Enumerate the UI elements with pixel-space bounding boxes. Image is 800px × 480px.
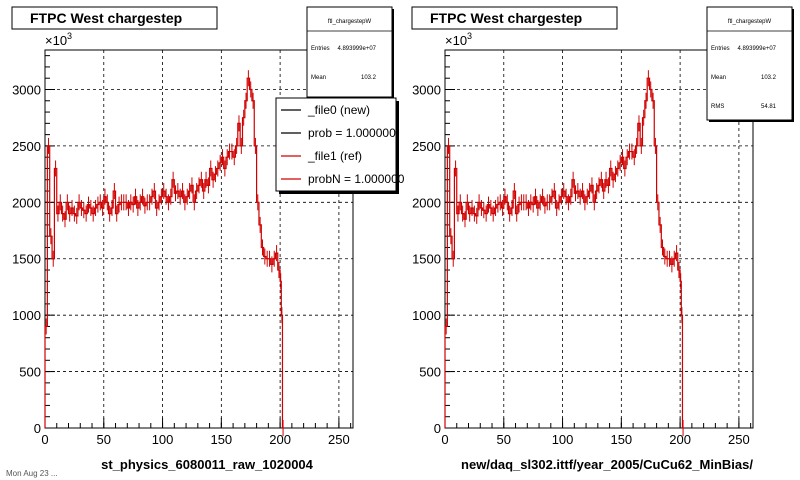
x-tick-label: 0 (41, 432, 48, 447)
stats-box (706, 6, 793, 121)
stats-value: 4.893999e+07 (337, 46, 376, 52)
x-axis-label: new/daq_sl302.ittf/year_2005/CuCu62_MinB… (461, 457, 753, 472)
plot-frame (444, 49, 754, 429)
title-box (411, 6, 618, 30)
x-tick-label: 250 (728, 432, 750, 447)
x-tick-label: 50 (497, 432, 511, 447)
legend-label: _file0 (new) (307, 103, 370, 117)
stats-name: ftl_chargestepW (728, 19, 772, 25)
y-tick-label: 500 (419, 365, 441, 380)
series-line (444, 77, 684, 429)
chart-panel-1: 0 50 100 150 200 250050010001500200025003000×… (411, 6, 794, 472)
x-tick-label: 200 (269, 432, 291, 447)
stats-value: 54.81 (761, 104, 777, 110)
y-exponent-label: ×10 (445, 33, 467, 48)
stats-name: ftl_chargestepW (328, 19, 372, 25)
y-tick-label: 0 (34, 421, 41, 436)
stats-label: Mean (711, 75, 726, 81)
y-tick-label: 0 (434, 421, 441, 436)
title-box (11, 6, 218, 30)
x-axis-label: st_physics_6080011_raw_1020004 (101, 457, 314, 472)
y-tick-label: 500 (19, 365, 41, 380)
stats-value: 103.2 (761, 75, 777, 81)
footer-text: Mon Aug 23 ... (6, 469, 58, 478)
chart-title: FTPC West chargestep (30, 10, 182, 26)
y-tick-label: 3000 (12, 82, 41, 97)
stats-label: Mean (311, 75, 326, 81)
stats-value: 103.2 (361, 75, 377, 81)
x-tick-label: 0 (441, 432, 448, 447)
y-tick-label: 2500 (12, 139, 41, 154)
y-tick-label: 2000 (12, 195, 41, 210)
stats-label: Entries (311, 46, 330, 52)
x-tick-label: 200 (669, 432, 691, 447)
y-tick-label: 1500 (412, 252, 441, 267)
y-tick-label: 2500 (412, 139, 441, 154)
y-tick-label: 1500 (12, 252, 41, 267)
x-tick-label: 250 (328, 432, 350, 447)
series-line (44, 77, 284, 429)
legend-label: prob = 1.000000 (308, 126, 396, 140)
stats-value: 4.893999e+07 (737, 46, 776, 52)
x-tick-label: 100 (152, 432, 174, 447)
chart-panel-0: 0 50 100 150 200 250050010001500200025003000×… (11, 6, 405, 472)
y-exponent-label: ×10 (45, 33, 67, 48)
legend-label: probN = 1.000000 (308, 172, 405, 186)
x-tick-label: 50 (97, 432, 111, 447)
x-tick-label: 100 (552, 432, 574, 447)
x-tick-label: 150 (610, 432, 632, 447)
stats-box (306, 6, 393, 98)
chart-title: FTPC West chargestep (430, 10, 582, 26)
x-tick-label: 150 (210, 432, 232, 447)
y-tick-label: 3000 (412, 82, 441, 97)
y-exponent-power: 3 (467, 31, 472, 41)
legend-label: _file1 (ref) (307, 149, 362, 163)
y-tick-label: 2000 (412, 195, 441, 210)
legend-box (275, 97, 397, 192)
stats-label: Entries (711, 46, 730, 52)
stats-label: RMS (711, 104, 724, 110)
y-tick-label: 1000 (12, 308, 41, 323)
y-tick-label: 1000 (412, 308, 441, 323)
y-exponent-power: 3 (67, 31, 72, 41)
